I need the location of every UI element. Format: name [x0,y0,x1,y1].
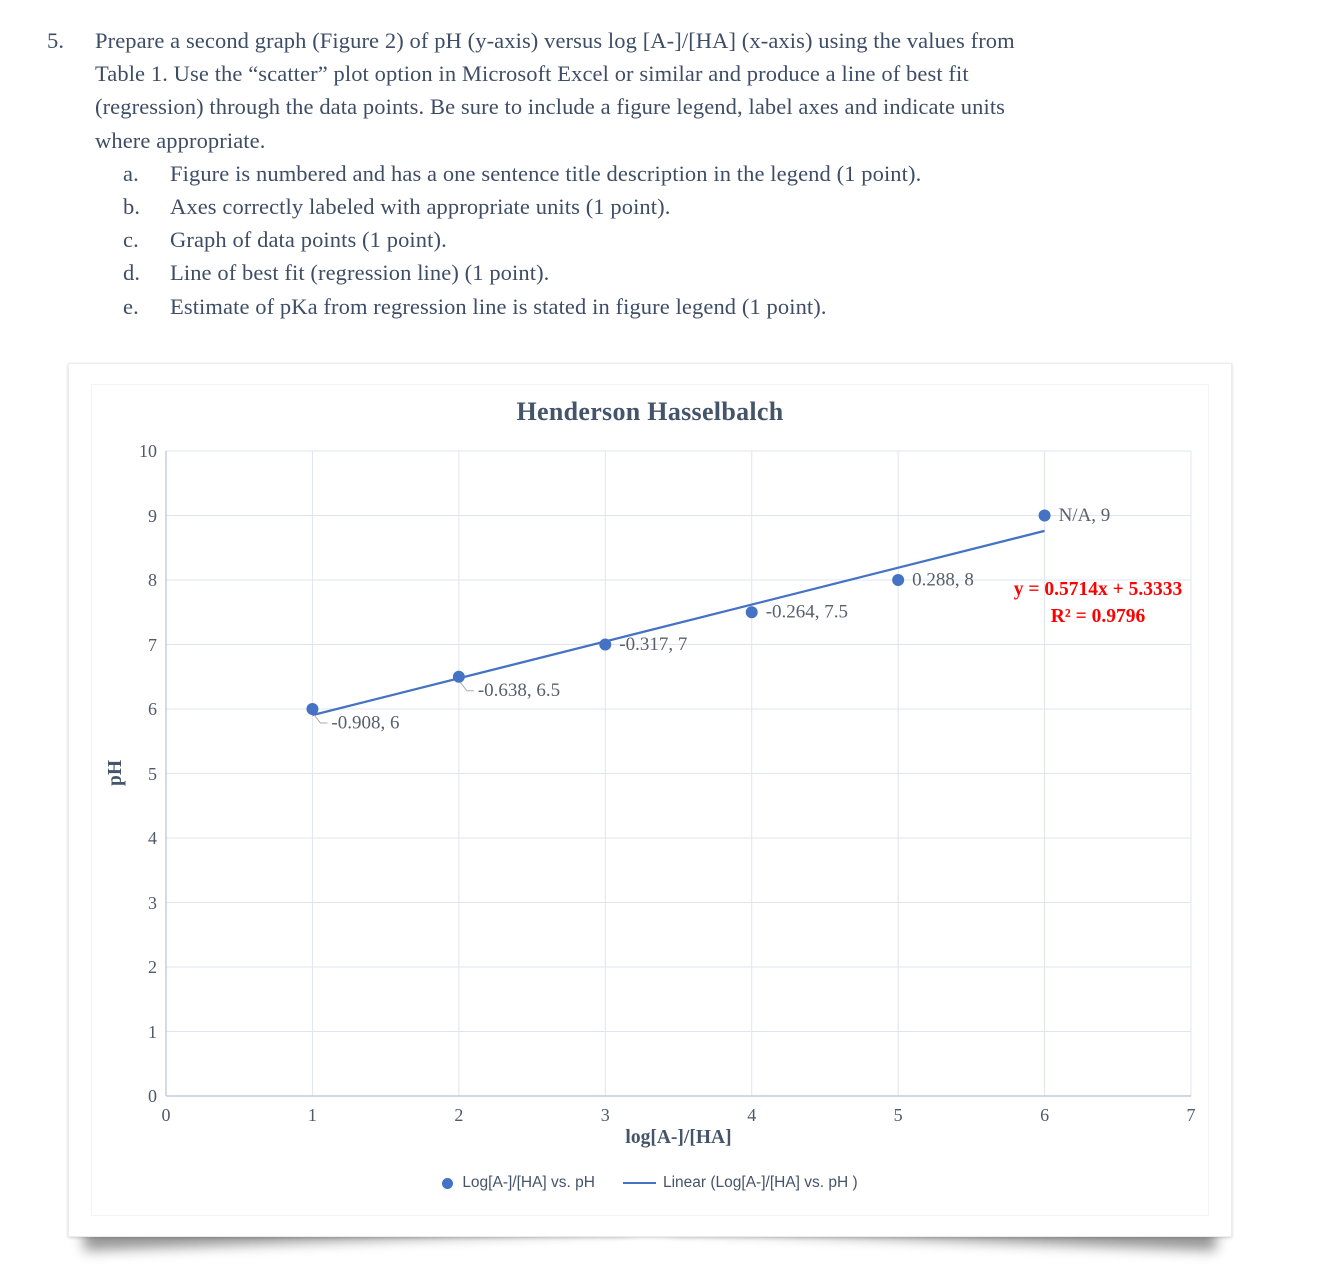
paragraph-line: Table 1. Use the “scatter” plot option i… [95,61,969,87]
assignment-item-5: 5. Prepare a second graph (Figure 2) of … [47,24,1297,157]
data-point-label: N/A, 9 [1059,505,1111,526]
assignment-text: 5. Prepare a second graph (Figure 2) of … [47,24,1297,323]
trendline-equation-line: y = 0.5714x + 5.3333 [1013,579,1183,600]
chart-card: Henderson Hasselbalch -0.908, 6 -0.638, 6… [68,363,1232,1237]
data-point [745,606,758,619]
data-point [306,703,319,715]
legend-line-marker [622,1182,656,1184]
legend-item-scatter: Log[A-]/[HA] vs. pH [442,1174,595,1192]
data-point-label: -0.264, 7.5 [766,602,848,623]
data-point [892,574,905,586]
sub-item-a: a. Figure is numbered and has a one sent… [123,157,1297,190]
legend-label: Log[A-]/[HA] vs. pH [462,1174,595,1191]
sub-item-c: c. Graph of data points (1 point). [123,223,1297,256]
legend-label: Linear (Log[A-]/[HA] vs. pH ) [662,1174,858,1191]
data-point [452,670,465,683]
data-point-label: 0.288, 8 [912,569,974,590]
sub-item-text: Graph of data points (1 point). [170,227,447,253]
trendline [312,529,1045,717]
sub-item-text: Axes correctly labeled with appropriate … [170,194,671,220]
data-point [1038,509,1051,522]
chart-legend: Log[A-]/[HA] vs. pH Linear (Log[A-]/[HA]… [69,1174,1231,1192]
sub-item-letter: a. [123,160,139,186]
data-point-label: -0.908, 6 [331,712,399,733]
sub-item-text: Figure is numbered and has a one sentenc… [170,160,922,186]
sub-item-letter: e. [123,293,139,319]
chart-title: Henderson Hasselbalch [516,397,784,426]
data-point-label: -0.638, 6.5 [478,680,560,701]
sub-item-b: b. Axes correctly labeled with appropria… [123,190,1297,223]
sub-item-text: Estimate of pKa from regression line is … [170,293,827,319]
label-leader-line [313,713,328,724]
plot-area: -0.908, 6 -0.638, 6.5 -0.317, 7 -0.264, 7.5… [165,450,1192,1097]
sub-item-letter: b. [123,194,141,220]
label-leader-line [459,681,474,692]
sub-item-e: e. Estimate of pKa from regression line … [123,290,1297,323]
sub-item-letter: c. [123,227,139,253]
legend-dot-marker [442,1177,454,1189]
trendline-equation: y = 0.5714x + 5.3333 R² = 0.9796 [999,576,1197,630]
sub-item-d: d. Line of best fit (regression line) (1… [123,256,1297,289]
item-paragraph: Prepare a second graph (Figure 2) of pH … [95,24,1297,157]
x-axis-title: log[A-]/[HA] [625,1127,732,1148]
y-axis-title: pH [105,760,126,787]
trendline-r-squared: R² = 0.9796 [1050,606,1146,627]
paragraph-line: (regression) through the data points. Be… [95,94,1006,120]
data-point [599,638,612,651]
paragraph-line: Prepare a second graph (Figure 2) of pH … [95,28,1015,53]
sub-item-letter: d. [123,260,141,286]
item-number: 5. [47,28,65,53]
data-point-label: -0.317, 7 [619,634,687,655]
sub-item-text: Line of best fit (regression line) (1 po… [170,260,550,286]
legend-item-linear: Linear (Log[A-]/[HA] vs. pH ) [622,1174,858,1192]
paragraph-line: where appropriate. [95,127,266,153]
